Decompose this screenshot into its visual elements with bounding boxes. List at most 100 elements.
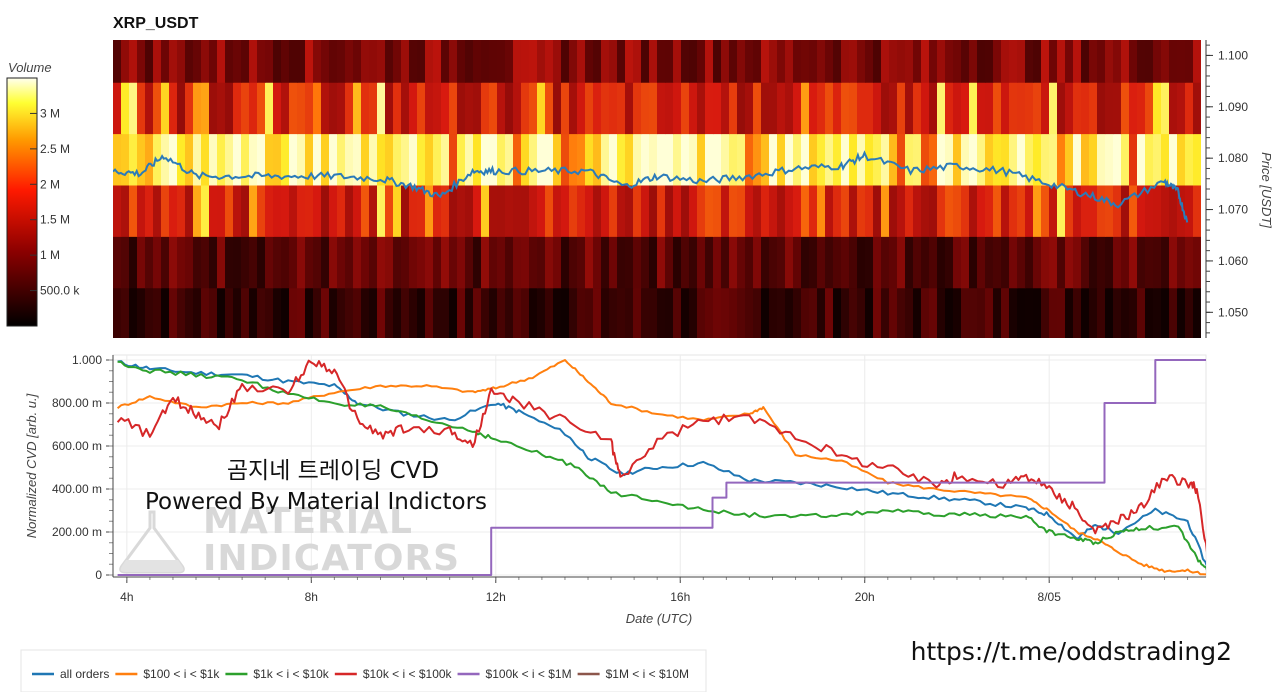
heatmap-cell xyxy=(233,285,242,338)
heatmap-cell xyxy=(425,285,434,338)
heatmap-cell xyxy=(129,131,138,186)
heatmap-cell xyxy=(953,40,962,83)
heatmap-cell xyxy=(697,234,706,289)
heatmap-cell xyxy=(393,131,402,186)
heatmap-cell xyxy=(489,80,498,135)
heatmap-cell xyxy=(201,182,210,237)
heatmap-cell xyxy=(993,285,1002,338)
heatmap-cell xyxy=(785,234,794,289)
heatmap-cell xyxy=(1033,80,1042,135)
heatmap-cell xyxy=(969,234,978,289)
heatmap-cell xyxy=(161,234,170,289)
heatmap-cell xyxy=(673,131,682,186)
heatmap-cell xyxy=(425,234,434,289)
heatmap-cell xyxy=(193,131,202,186)
heatmap-cell xyxy=(473,80,482,135)
heatmap-cell xyxy=(713,80,722,135)
cvd-series-line xyxy=(116,359,1206,553)
heatmap-cell xyxy=(249,80,258,135)
heatmap-cell xyxy=(745,131,754,186)
heatmap-cell xyxy=(1081,80,1090,135)
heatmap-cell xyxy=(873,80,882,135)
heatmap-cell xyxy=(713,40,722,83)
heatmap-cell xyxy=(1089,234,1098,289)
heatmap-cell xyxy=(225,234,234,289)
heatmap-cell xyxy=(1121,40,1130,83)
heatmap-cell xyxy=(561,80,570,135)
heatmap-cell xyxy=(113,80,122,135)
legend-item-label: $100 < i < $1k xyxy=(143,667,220,681)
heatmap-cell xyxy=(889,234,898,289)
heatmap-cell xyxy=(937,131,946,186)
heatmap-cell xyxy=(1145,285,1154,338)
heatmap-cell xyxy=(849,234,858,289)
heatmap-cell xyxy=(265,234,274,289)
heatmap-cell xyxy=(1161,285,1170,338)
heatmap-cell xyxy=(553,285,562,338)
heatmap-cell xyxy=(393,40,402,83)
heatmap-cell xyxy=(409,234,418,289)
heatmap-cell xyxy=(137,234,146,289)
heatmap-cell xyxy=(1193,80,1201,135)
heatmap-cell xyxy=(777,40,786,83)
heatmap-cell xyxy=(337,285,346,338)
heatmap-cell xyxy=(1001,40,1010,83)
heatmap-cell xyxy=(265,131,274,186)
heatmap-cell xyxy=(281,234,290,289)
heatmap-cell xyxy=(393,234,402,289)
heatmap-cell xyxy=(353,80,362,135)
heatmap-cell xyxy=(345,40,354,83)
heatmap-cell xyxy=(1057,80,1066,135)
heatmap-cell xyxy=(297,182,306,237)
heatmap-cell xyxy=(769,40,778,83)
heatmap-cell xyxy=(137,40,146,83)
heatmap-cell xyxy=(1065,234,1074,289)
heatmap-cell xyxy=(305,40,314,83)
heatmap-cell xyxy=(529,234,538,289)
heatmap-cell xyxy=(721,40,730,83)
heatmap-cell xyxy=(1153,285,1162,338)
heatmap-cell xyxy=(665,40,674,83)
heatmap-cell xyxy=(441,80,450,135)
heatmap-cell xyxy=(521,285,530,338)
heatmap-cell xyxy=(417,40,426,83)
heatmap-cell xyxy=(1049,182,1058,237)
heatmap-cell xyxy=(689,80,698,135)
heatmap-cell xyxy=(529,131,538,186)
heatmap-cell xyxy=(649,285,658,338)
heatmap-cell xyxy=(849,182,858,237)
heatmap-cell xyxy=(217,40,226,83)
heatmap-cell xyxy=(561,182,570,237)
telegram-url: https://t.me/oddstrading2 xyxy=(911,637,1232,666)
cvd-x-tick-label: 20h xyxy=(855,590,875,604)
heatmap-cell xyxy=(369,285,378,338)
legend-item-label: $10k < i < $100k xyxy=(363,667,453,681)
colorbar-tick-label: 1.5 M xyxy=(40,213,70,227)
heatmap-cell xyxy=(1137,182,1146,237)
heatmap-cell xyxy=(633,131,642,186)
heatmap-cell xyxy=(513,285,522,338)
heatmap-cell xyxy=(1161,234,1170,289)
heatmap-cell xyxy=(1121,80,1130,135)
heatmap-cell xyxy=(689,40,698,83)
heatmap-cell xyxy=(969,285,978,338)
heatmap-cell xyxy=(1001,285,1010,338)
heatmap-cell xyxy=(1193,40,1201,83)
heatmap-cell xyxy=(321,234,330,289)
heatmap-cell xyxy=(1001,131,1010,186)
heatmap-cell xyxy=(961,131,970,186)
heatmap-cell xyxy=(1081,234,1090,289)
heatmap-cell xyxy=(633,40,642,83)
heatmap-cell xyxy=(1145,234,1154,289)
heatmap-cell xyxy=(793,80,802,135)
heatmap-cell xyxy=(1185,40,1194,83)
heatmap-cell xyxy=(953,182,962,237)
heatmap-cell xyxy=(705,80,714,135)
heatmap-cell xyxy=(889,80,898,135)
heatmap-cell xyxy=(1113,131,1122,186)
heatmap-cell xyxy=(369,40,378,83)
heatmap-cell xyxy=(697,285,706,338)
heatmap-cell xyxy=(289,234,298,289)
heatmap-cell xyxy=(1081,182,1090,237)
heatmap-cell xyxy=(633,80,642,135)
